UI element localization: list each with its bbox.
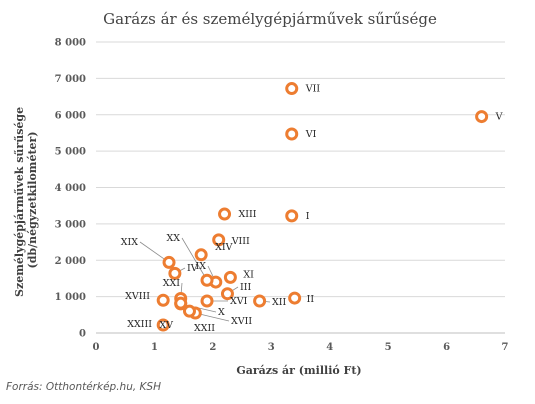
x-tick-label: 5 [385, 342, 392, 353]
data-point [287, 84, 297, 94]
point-label: VIII [231, 236, 250, 247]
data-point [202, 275, 212, 285]
point-label: X [218, 307, 225, 318]
point-label: VII [305, 84, 321, 95]
point-label: V [495, 112, 503, 123]
x-tick-label: 6 [443, 342, 450, 353]
gridlines [96, 42, 505, 297]
data-point [287, 129, 297, 139]
y-tick-label: 6 000 [55, 110, 86, 121]
point-label: XXI [163, 278, 181, 289]
point-label: XIX [121, 237, 139, 248]
data-point [164, 257, 174, 267]
x-tick-label: 0 [93, 342, 100, 353]
data-point [184, 306, 194, 316]
y-tick-label: 1 000 [55, 292, 86, 303]
point-label: XII [272, 297, 287, 308]
data-point [202, 296, 212, 306]
data-point [290, 293, 300, 303]
data-point [255, 296, 265, 306]
data-point [225, 272, 235, 282]
x-tick-label: 3 [268, 342, 275, 353]
point-label: XIII [239, 209, 257, 220]
point-label: III [240, 282, 252, 293]
y-tick-label: 2 000 [55, 256, 86, 267]
data-points [158, 84, 486, 330]
y-tick-label: 5 000 [55, 147, 86, 158]
data-point [176, 298, 186, 308]
point-label: XV [159, 320, 173, 331]
x-tick-label: 2 [209, 342, 216, 353]
y-tick-label: 7 000 [55, 74, 86, 85]
y-tick-label: 3 000 [55, 219, 86, 230]
y-axis-label-line-2: (db/négyzetkilométer) [26, 131, 39, 268]
point-label: I [306, 211, 310, 222]
point-label: XXIII [127, 319, 152, 330]
data-point [158, 295, 168, 305]
data-point [287, 211, 297, 221]
y-axis-label-line-1: Személygépjárművek sűrűsége [13, 107, 26, 297]
x-tick-label: 7 [502, 342, 509, 353]
point-label: XI [243, 269, 254, 280]
point-label: XVI [230, 296, 248, 307]
point-label: XXII [194, 323, 215, 334]
point-label: IV [187, 263, 198, 274]
point-label: XX [166, 233, 180, 244]
chart-title: Garázs ár és személygépjárművek sűrűsége [103, 10, 437, 28]
x-axis-label: Garázs ár (millió Ft) [236, 364, 361, 377]
x-tick-label: 1 [151, 342, 158, 353]
point-label: XIV [215, 242, 233, 253]
data-point [477, 112, 487, 122]
y-tick-label: 8 000 [55, 38, 86, 49]
point-label: XVII [231, 316, 252, 327]
point-label: II [307, 294, 315, 305]
x-tick-label: 4 [326, 342, 333, 353]
y-tick-label: 4 000 [55, 183, 86, 194]
y-tick-label: 0 [79, 329, 86, 340]
source-note: Forrás: Otthontérkép.hu, KSH [6, 381, 161, 393]
data-point [196, 250, 206, 260]
data-point [170, 268, 180, 278]
point-label: XVIII [125, 291, 150, 302]
data-point [220, 209, 230, 219]
y-axis-label: Személygépjárművek sűrűsége (db/négyzetk… [13, 103, 39, 297]
point-label: VI [305, 129, 317, 140]
